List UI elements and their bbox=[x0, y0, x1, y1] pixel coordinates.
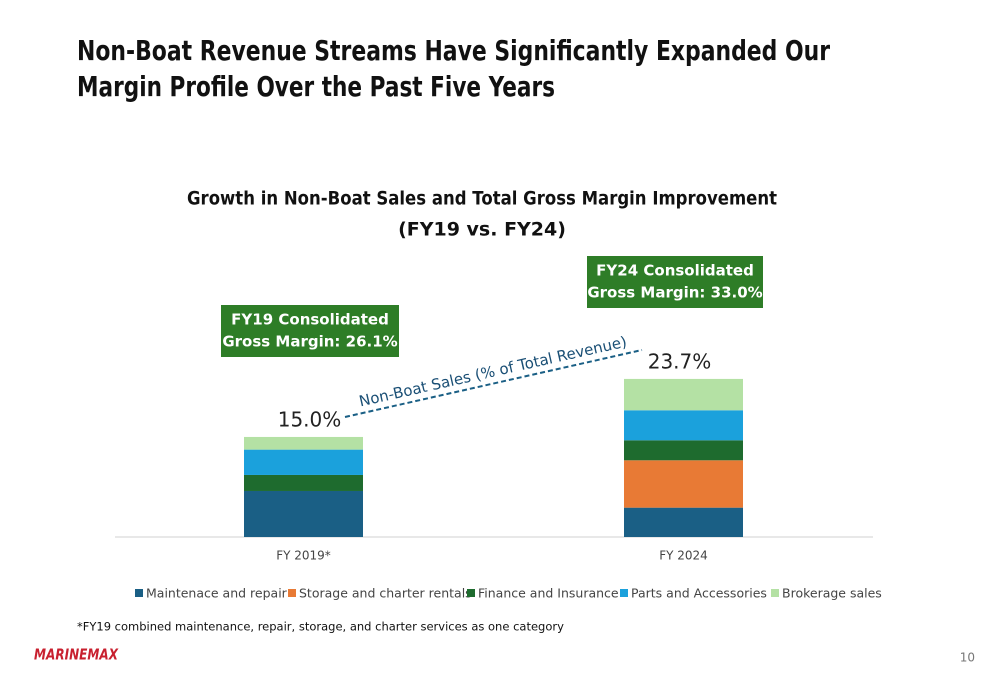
annotation-text: FY24 Consolidated bbox=[596, 262, 754, 280]
total-label: 15.0% bbox=[278, 407, 342, 431]
bar-segment bbox=[244, 474, 363, 491]
slide-title: Non-Boat Revenue Streams Have Significan… bbox=[77, 34, 830, 67]
bar-segment bbox=[244, 490, 363, 537]
bar-segment bbox=[624, 440, 743, 461]
chart-subtitle: (FY19 vs. FY24) bbox=[398, 219, 566, 241]
bar-segment bbox=[624, 410, 743, 441]
annotation-text: FY19 Consolidated bbox=[231, 311, 389, 329]
annotation-text: Gross Margin: 26.1% bbox=[222, 333, 397, 351]
legend-swatch bbox=[620, 589, 628, 597]
page-number: 10 bbox=[960, 651, 975, 665]
bar-segment bbox=[244, 449, 363, 475]
legend-label: Maintenace and repair bbox=[146, 586, 288, 601]
legend-label: Storage and charter rentals bbox=[299, 586, 472, 601]
legend-swatch bbox=[467, 589, 475, 597]
legend-swatch bbox=[771, 589, 779, 597]
total-label: 23.7% bbox=[648, 349, 712, 373]
x-tick-label: FY 2019* bbox=[276, 549, 331, 563]
chart-title: Growth in Non-Boat Sales and Total Gross… bbox=[187, 188, 777, 210]
slide-title: Margin Profile Over the Past Five Years bbox=[77, 70, 555, 103]
annotation-box bbox=[587, 256, 763, 308]
footnote: *FY19 combined maintenance, repair, stor… bbox=[77, 620, 564, 634]
legend-label: Finance and Insurance bbox=[478, 586, 619, 601]
bar-segment bbox=[624, 460, 743, 508]
bar-segment bbox=[244, 436, 363, 450]
x-tick-label: FY 2024 bbox=[659, 549, 708, 563]
trend-line bbox=[344, 349, 643, 418]
legend-swatch bbox=[135, 589, 143, 597]
logo: MARINEMAX bbox=[34, 646, 119, 664]
bar-segment bbox=[624, 507, 743, 537]
annotation-text: Gross Margin: 33.0% bbox=[587, 284, 762, 302]
legend-swatch bbox=[288, 589, 296, 597]
bar-segment bbox=[624, 378, 743, 411]
annotation-box bbox=[221, 305, 399, 357]
legend-label: Parts and Accessories bbox=[631, 586, 767, 601]
legend-label: Brokerage sales bbox=[782, 586, 882, 601]
